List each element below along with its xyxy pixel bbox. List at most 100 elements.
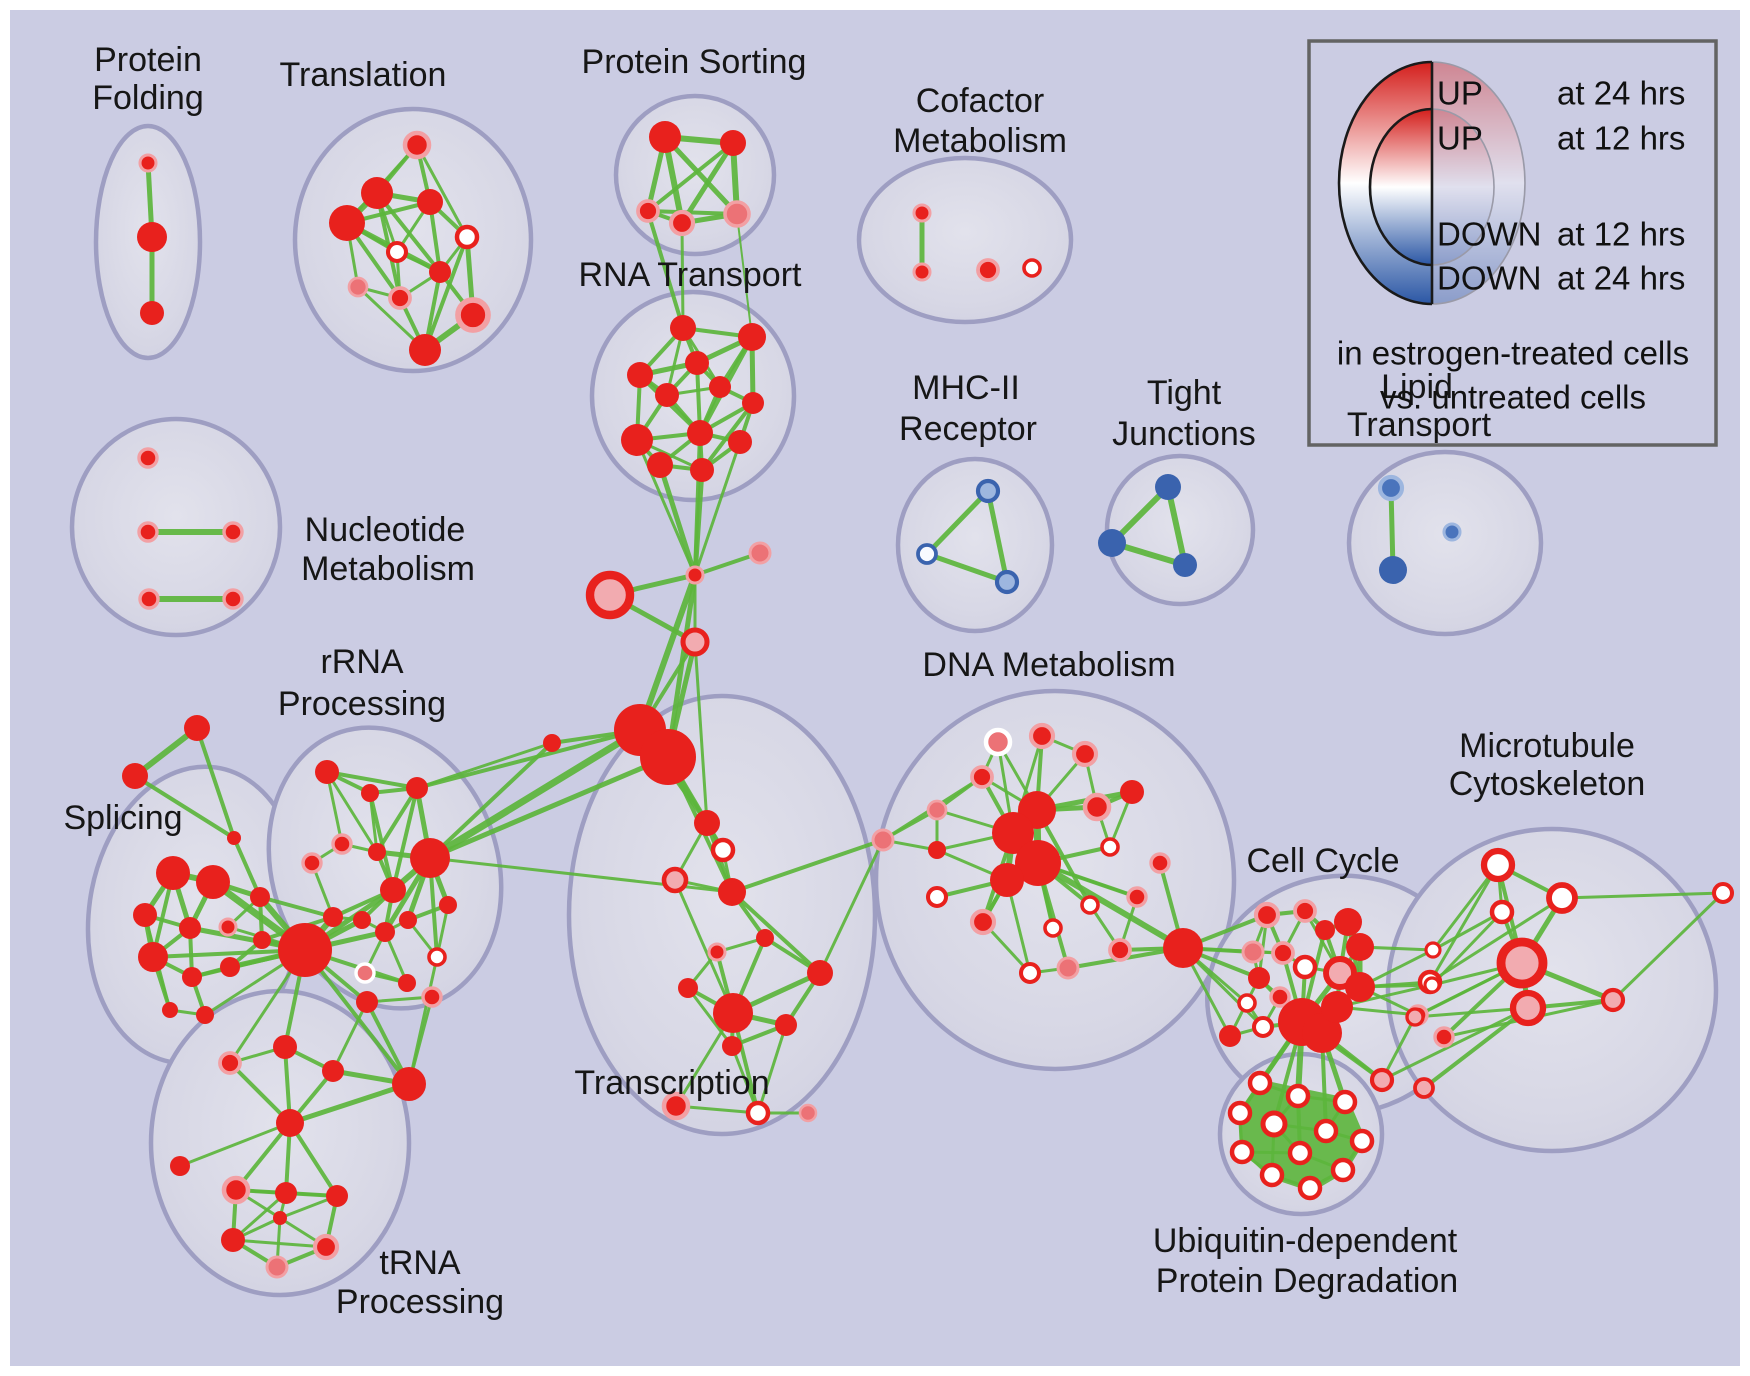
network-edge [428,741,554,860]
network-node [928,841,946,859]
network-edge [415,741,554,790]
cluster-label-protein-folding: Protein [94,41,202,79]
cluster-label-cofactor-metabolism: Cofactor [916,82,1045,120]
network-node [138,153,158,173]
network-edge [303,948,411,1086]
network-node [585,570,635,620]
network-node [1126,886,1148,908]
network-node [621,424,653,456]
network-node [1297,1175,1323,1201]
network-node [276,1109,304,1137]
network-edge [646,209,739,216]
legend-time-2: at 12 hrs [1557,216,1685,253]
network-node [748,541,772,565]
network-edge [325,770,419,790]
network-node [402,130,432,160]
network-node [1071,740,1099,768]
network-edge [287,1081,412,1126]
network-edge [132,725,200,779]
cluster-label-microtubule-cytoskeleton: Microtubule [1459,727,1635,765]
network-node [1315,920,1335,940]
network-node [661,866,689,894]
cluster-label-lipid-transport: Transport [1347,406,1492,444]
network-edge [693,440,742,577]
cluster-label-translation: Translation [280,56,447,94]
network-node [354,962,376,984]
network-node [685,351,709,375]
network-edge [331,1000,369,1073]
network-node [680,627,710,657]
network-edge [423,235,469,352]
network-node [709,376,731,398]
network-node [1251,1015,1275,1039]
network-node [221,1175,251,1205]
network-edge [662,134,740,217]
network-edge [736,214,753,338]
network-node [1433,1026,1455,1048]
network-edge [427,754,671,861]
network-node [409,334,441,366]
network-node [687,420,713,446]
network-node [543,734,561,752]
network-node [1442,522,1462,542]
network-node [179,917,201,939]
network-edge [415,728,642,790]
network-node [912,203,932,223]
network-node [1100,837,1120,857]
network-node [1292,954,1318,980]
cluster-label-ubiquitin-degradation: Ubiquitin-dependent [1153,1222,1458,1260]
network-node [353,911,371,929]
network-node [1056,956,1080,980]
network-node [992,812,1034,854]
cluster-label-dna-metabolism: DNA Metabolism [922,646,1175,684]
network-node [312,1233,340,1261]
network-edge [924,551,1010,585]
network-node [990,863,1024,897]
network-edge [375,191,442,274]
network-edge [635,438,697,577]
network-node [1173,553,1197,577]
network-node [361,177,393,209]
cluster-label-tight-junctions: Tight [1147,374,1222,412]
network-edge [730,838,885,894]
network-node [1332,1089,1358,1115]
network-node [326,1185,348,1207]
network-node [1287,1140,1313,1166]
network-edge [375,786,419,854]
network-node [723,200,751,228]
legend-direction-3: DOWN [1437,260,1541,297]
network-node [133,903,157,927]
network-node [253,931,271,949]
network-edge [1560,891,1725,900]
network-node [636,199,660,223]
network-node [137,521,159,543]
network-node [1080,895,1100,915]
network-node [218,917,238,937]
cluster-ellipse-microtubule-cytoskeleton [1385,826,1719,1154]
network-node [1227,1100,1253,1126]
network-node [661,1091,691,1121]
network-node [694,810,720,836]
network-node [969,908,997,936]
network-node [406,777,428,799]
cluster-label-protein-folding: Folding [92,79,204,117]
network-node [1321,991,1353,1023]
network-node [1496,937,1548,989]
cluster-label-transcription: Transcription [574,1064,769,1102]
network-node [439,896,457,914]
network-node [976,258,1000,282]
network-node [1480,847,1516,883]
network-node [222,521,244,543]
network-edge [195,726,236,840]
network-node [1259,1162,1285,1188]
network-node [983,727,1013,757]
network-node [417,189,443,215]
network-node [1163,928,1203,968]
network-node [690,458,714,482]
network-node [926,799,948,821]
network-edge [646,141,735,213]
network-node [368,843,386,861]
node-layer [122,121,1735,1279]
network-node [137,222,167,252]
